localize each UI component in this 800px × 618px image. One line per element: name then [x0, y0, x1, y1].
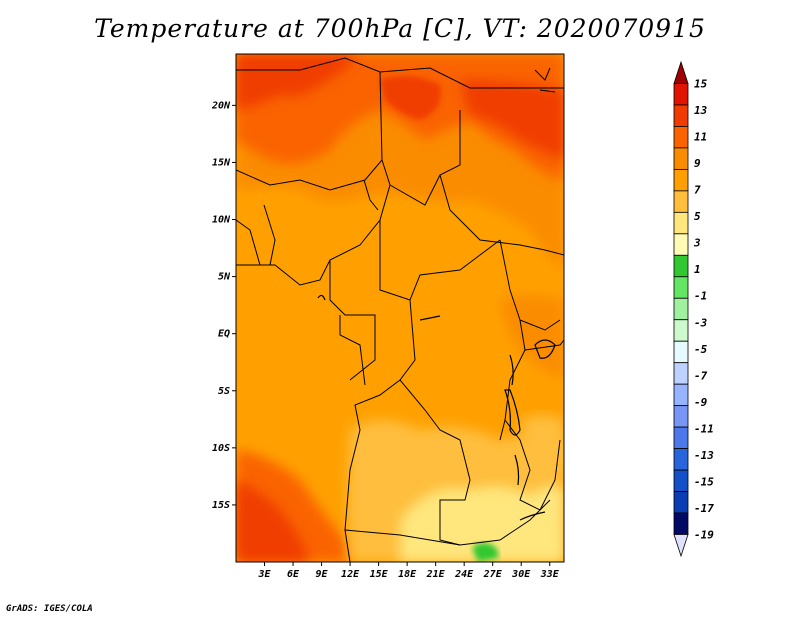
lon-tick-label: 3E: [257, 569, 271, 580]
colorbar-label: 15: [694, 77, 708, 90]
colorbar-swatch: [673, 254, 689, 278]
lon-tick-label: 12E: [341, 569, 360, 580]
colorbar: 15 13 11 9 7 5 3 1 -1 -3 -5 -7 -9 -11 -13 -15 -17 -19: [673, 60, 714, 558]
colorbar-swatch: [673, 426, 689, 450]
lat-tick-label: 10N: [212, 215, 231, 226]
colorbar-swatch: [673, 383, 689, 407]
country-borders: [236, 57, 564, 562]
grads-credit: GrADS: IGES/COLA: [6, 604, 93, 614]
map-frame: [235, 53, 565, 563]
colorbar-swatch: [673, 126, 689, 149]
lat-tick-label: 5N: [218, 272, 231, 283]
warm-patch-east: [500, 295, 564, 380]
cold-spot-green: [472, 542, 499, 562]
colorbar-label: -11: [694, 422, 714, 435]
colorbar-label: -13: [694, 449, 714, 462]
colorbar-swatch: [673, 319, 689, 342]
warm-core-north-west: [236, 54, 360, 110]
lon-tick-label: 15E: [370, 569, 389, 580]
colorbar-top-arrow: [673, 60, 689, 84]
colorbar-swatch: [673, 104, 689, 127]
lon-tick-label: 21E: [426, 569, 446, 580]
warm-core-north-east: [460, 80, 564, 160]
lon-tick-label: 9E: [316, 569, 329, 580]
colorbar-label: 5: [694, 210, 701, 223]
colorbar-label: -15: [694, 475, 714, 488]
colorbar-label: 7: [694, 184, 701, 197]
colorbar-swatch: [673, 168, 689, 192]
lon-tick-label: 33E: [540, 569, 560, 580]
colorbar-label: 13: [694, 104, 708, 117]
cooler-region-southeast: [400, 486, 564, 562]
warm-spot-north: [380, 76, 441, 120]
colorbar-swatch: [673, 211, 689, 235]
colorbar-swatch: [673, 512, 689, 535]
colorbar-swatch: [673, 491, 689, 514]
colorbar-label: -3: [694, 316, 708, 329]
colorbar-label: 1: [694, 263, 701, 276]
latitude-axis: 20N 15N 10N 5N EQ 5S 10S 15S: [211, 100, 236, 511]
colorbar-swatch: [673, 83, 689, 106]
lat-tick-label: 5S: [218, 386, 230, 397]
colorbar-swatch: [673, 297, 689, 321]
lon-tick-label: 27E: [483, 569, 503, 580]
colorbar-swatch: [673, 362, 689, 385]
colorbar-swatch: [673, 469, 689, 492]
colorbar-swatch: [673, 340, 689, 364]
lat-tick-label: 15S: [212, 500, 230, 511]
longitude-axis: 3E 6E 9E 12E 15E 18E 21E 24E 27E 30E 33E: [257, 562, 560, 580]
lakes: [317, 294, 556, 521]
lat-tick-label: 15N: [212, 157, 231, 168]
cool-patch-east-highlands: [520, 415, 564, 470]
lat-tick-label: EQ: [218, 329, 230, 340]
lon-tick-label: 30E: [511, 569, 531, 580]
colorbar-label: 9: [694, 157, 701, 170]
colorbar-swatch: [673, 147, 689, 170]
colorbar-label: -9: [694, 396, 708, 409]
colorbar-swatch: [673, 233, 689, 256]
warm-core-southwest: [236, 480, 310, 562]
colorbar-label: 11: [694, 131, 707, 144]
colorbar-bottom-arrow: [673, 534, 689, 558]
colorbar-label: -1: [694, 290, 707, 303]
colorbar-swatch: [673, 448, 689, 471]
colorbar-label: -17: [694, 502, 714, 515]
lat-tick-label: 20N: [211, 100, 231, 111]
colorbar-label: -7: [694, 369, 708, 382]
colorbar-label: -5: [694, 343, 708, 356]
colorbar-swatch: [673, 276, 689, 299]
colorbar-swatch: [673, 405, 689, 428]
map-title: Temperature at 700hPa [C], VT: 202007091…: [94, 14, 706, 43]
lon-tick-label: 18E: [398, 569, 417, 580]
lat-tick-label: 10S: [212, 443, 230, 454]
lon-tick-label: 24E: [454, 569, 474, 580]
colorbar-label: -19: [694, 529, 714, 542]
lon-tick-label: 6E: [287, 569, 300, 580]
colorbar-label: 3: [693, 237, 701, 250]
colorbar-swatch: [673, 190, 689, 213]
